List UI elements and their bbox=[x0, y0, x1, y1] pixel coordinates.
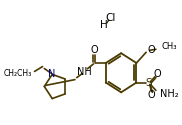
Text: NH: NH bbox=[77, 67, 92, 77]
Text: N: N bbox=[48, 69, 55, 79]
Text: CH₂CH₃: CH₂CH₃ bbox=[4, 69, 32, 78]
Text: H: H bbox=[100, 20, 108, 30]
Text: O: O bbox=[148, 45, 156, 55]
Text: O: O bbox=[148, 90, 155, 100]
Text: S: S bbox=[145, 78, 152, 88]
Text: CH₃: CH₃ bbox=[161, 42, 177, 51]
Text: O: O bbox=[91, 45, 98, 55]
Text: Cl: Cl bbox=[105, 13, 116, 23]
Text: NH₂: NH₂ bbox=[160, 89, 179, 99]
Text: O: O bbox=[154, 69, 161, 79]
